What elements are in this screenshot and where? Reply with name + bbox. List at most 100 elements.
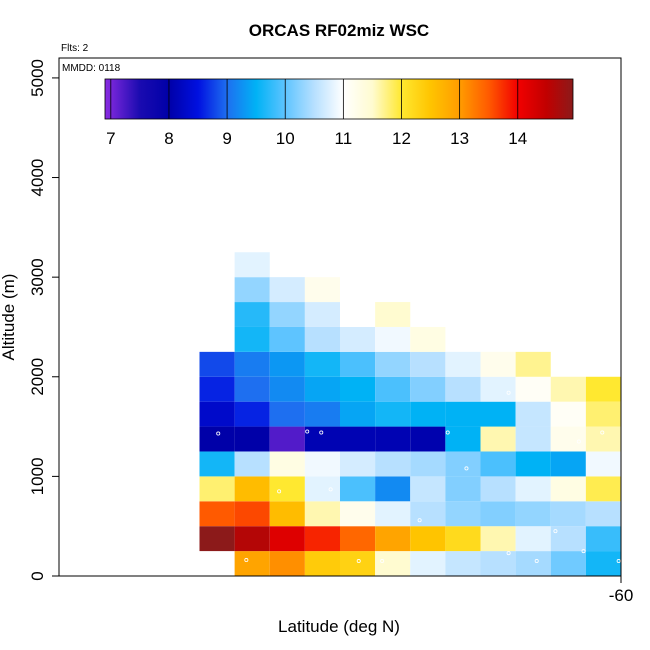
heatmap-cell (340, 302, 376, 327)
colorbar-tick-label: 11 (335, 129, 353, 148)
heatmap-cell (480, 351, 516, 377)
heatmap-cell (480, 526, 516, 552)
heatmap-cell (550, 401, 586, 427)
colorbar-tick-label: 13 (450, 129, 469, 148)
heatmap-cell (340, 376, 376, 402)
heatmap-cell (375, 376, 411, 402)
flight-point (576, 439, 581, 444)
heatmap-cell (269, 277, 305, 303)
heatmap-cell (445, 551, 481, 576)
y-tick-label: 3000 (28, 258, 47, 296)
heatmap-cell (199, 401, 235, 427)
flight-point (616, 559, 621, 564)
heatmap-cell (550, 551, 586, 576)
heatmap-cell (585, 426, 621, 452)
colorbar-tick-label: 12 (392, 129, 411, 148)
x-axis: -60 (609, 576, 634, 605)
flight-point (244, 558, 249, 563)
heatmap-cell (375, 476, 411, 502)
heatmap-cell (480, 476, 516, 502)
heatmap-cell (304, 302, 340, 327)
heatmap-cell (375, 326, 411, 352)
flight-point (417, 518, 422, 523)
heatmap-cell (480, 401, 516, 427)
flights-annotation: Flts: 2 (61, 43, 89, 54)
heatmap-cell (410, 501, 446, 527)
heatmap-cell (585, 501, 621, 527)
heatmap-cell (480, 426, 516, 452)
colorbar-tick-label: 9 (222, 129, 231, 148)
heatmap-cell (410, 551, 446, 576)
heatmap-cell (269, 401, 305, 427)
heatmap-cell (269, 326, 305, 352)
heatmap-cell (234, 302, 270, 327)
heatmap-cell (480, 376, 516, 402)
heatmap-cell (515, 551, 551, 576)
heatmap-cell (515, 376, 551, 402)
heatmap-cell (234, 426, 270, 452)
heatmap-cell (445, 501, 481, 527)
colorbar-tick-label: 8 (164, 129, 173, 148)
heatmap-cell (585, 401, 621, 427)
heatmap-cell (269, 476, 305, 502)
heatmap-cell (480, 451, 516, 477)
heatmap-cell (410, 376, 446, 402)
flight-point (581, 549, 586, 554)
y-tick-label: 4000 (28, 159, 47, 197)
flight-point (319, 430, 324, 435)
flight-point (534, 559, 539, 564)
heatmap-cell (304, 526, 340, 552)
heatmap-cell (550, 426, 586, 452)
heatmap-cell (340, 351, 376, 377)
flight-point (464, 466, 469, 471)
flight-point (328, 487, 333, 492)
heatmap-cell (375, 426, 411, 452)
heatmap-cell (269, 426, 305, 452)
colorbar: 7 8 9 10 11 12 13 14 (104, 78, 574, 148)
flight-point (145, 559, 150, 564)
flight-point (506, 390, 511, 395)
heatmap-cell (304, 326, 340, 352)
y-tick-label: 0 (28, 571, 47, 580)
heatmap-cell (234, 252, 270, 278)
heatmap-cell (269, 351, 305, 377)
heatmap-cell (515, 526, 551, 552)
heatmap-cell (304, 351, 340, 377)
flight-track-points (108, 273, 621, 564)
heatmap-cell (410, 451, 446, 477)
heatmap-cell (269, 526, 305, 552)
y-axis: 0 1000 2000 3000 4000 5000 (28, 59, 60, 581)
flight-point (169, 273, 174, 278)
x-tick-label: -60 (609, 586, 634, 605)
heatmap-cell (304, 401, 340, 427)
heatmap-cell (199, 476, 235, 502)
flight-point (188, 429, 193, 434)
heatmap-cell (304, 476, 340, 502)
heatmap-cell (199, 426, 235, 452)
mmdd-annotation: MMDD: 0118 (62, 63, 121, 74)
heatmap-cell (550, 376, 586, 402)
heatmap-cell (234, 476, 270, 502)
heatmap-cell (585, 451, 621, 477)
heatmap-cell (550, 451, 586, 477)
heatmap-cell (304, 551, 340, 576)
heatmap-cell (375, 551, 411, 576)
heatmap-cell (340, 326, 376, 352)
heatmap-cell (515, 501, 551, 527)
y-tick-label: 2000 (28, 358, 47, 396)
heatmap-cell (234, 401, 270, 427)
heatmap-cell (199, 501, 235, 527)
heatmap-cell (340, 451, 376, 477)
heatmap-cell (304, 451, 340, 477)
flight-point (553, 529, 558, 534)
heatmap-cell (410, 476, 446, 502)
heatmap-cell (585, 376, 621, 402)
heatmap-cell (269, 376, 305, 402)
heatmap-cell (550, 501, 586, 527)
flight-point (506, 551, 511, 556)
flight-point (160, 552, 165, 557)
heatmap-cell (585, 526, 621, 552)
heatmap-cell (410, 401, 446, 427)
heatmap-cell (269, 451, 305, 477)
